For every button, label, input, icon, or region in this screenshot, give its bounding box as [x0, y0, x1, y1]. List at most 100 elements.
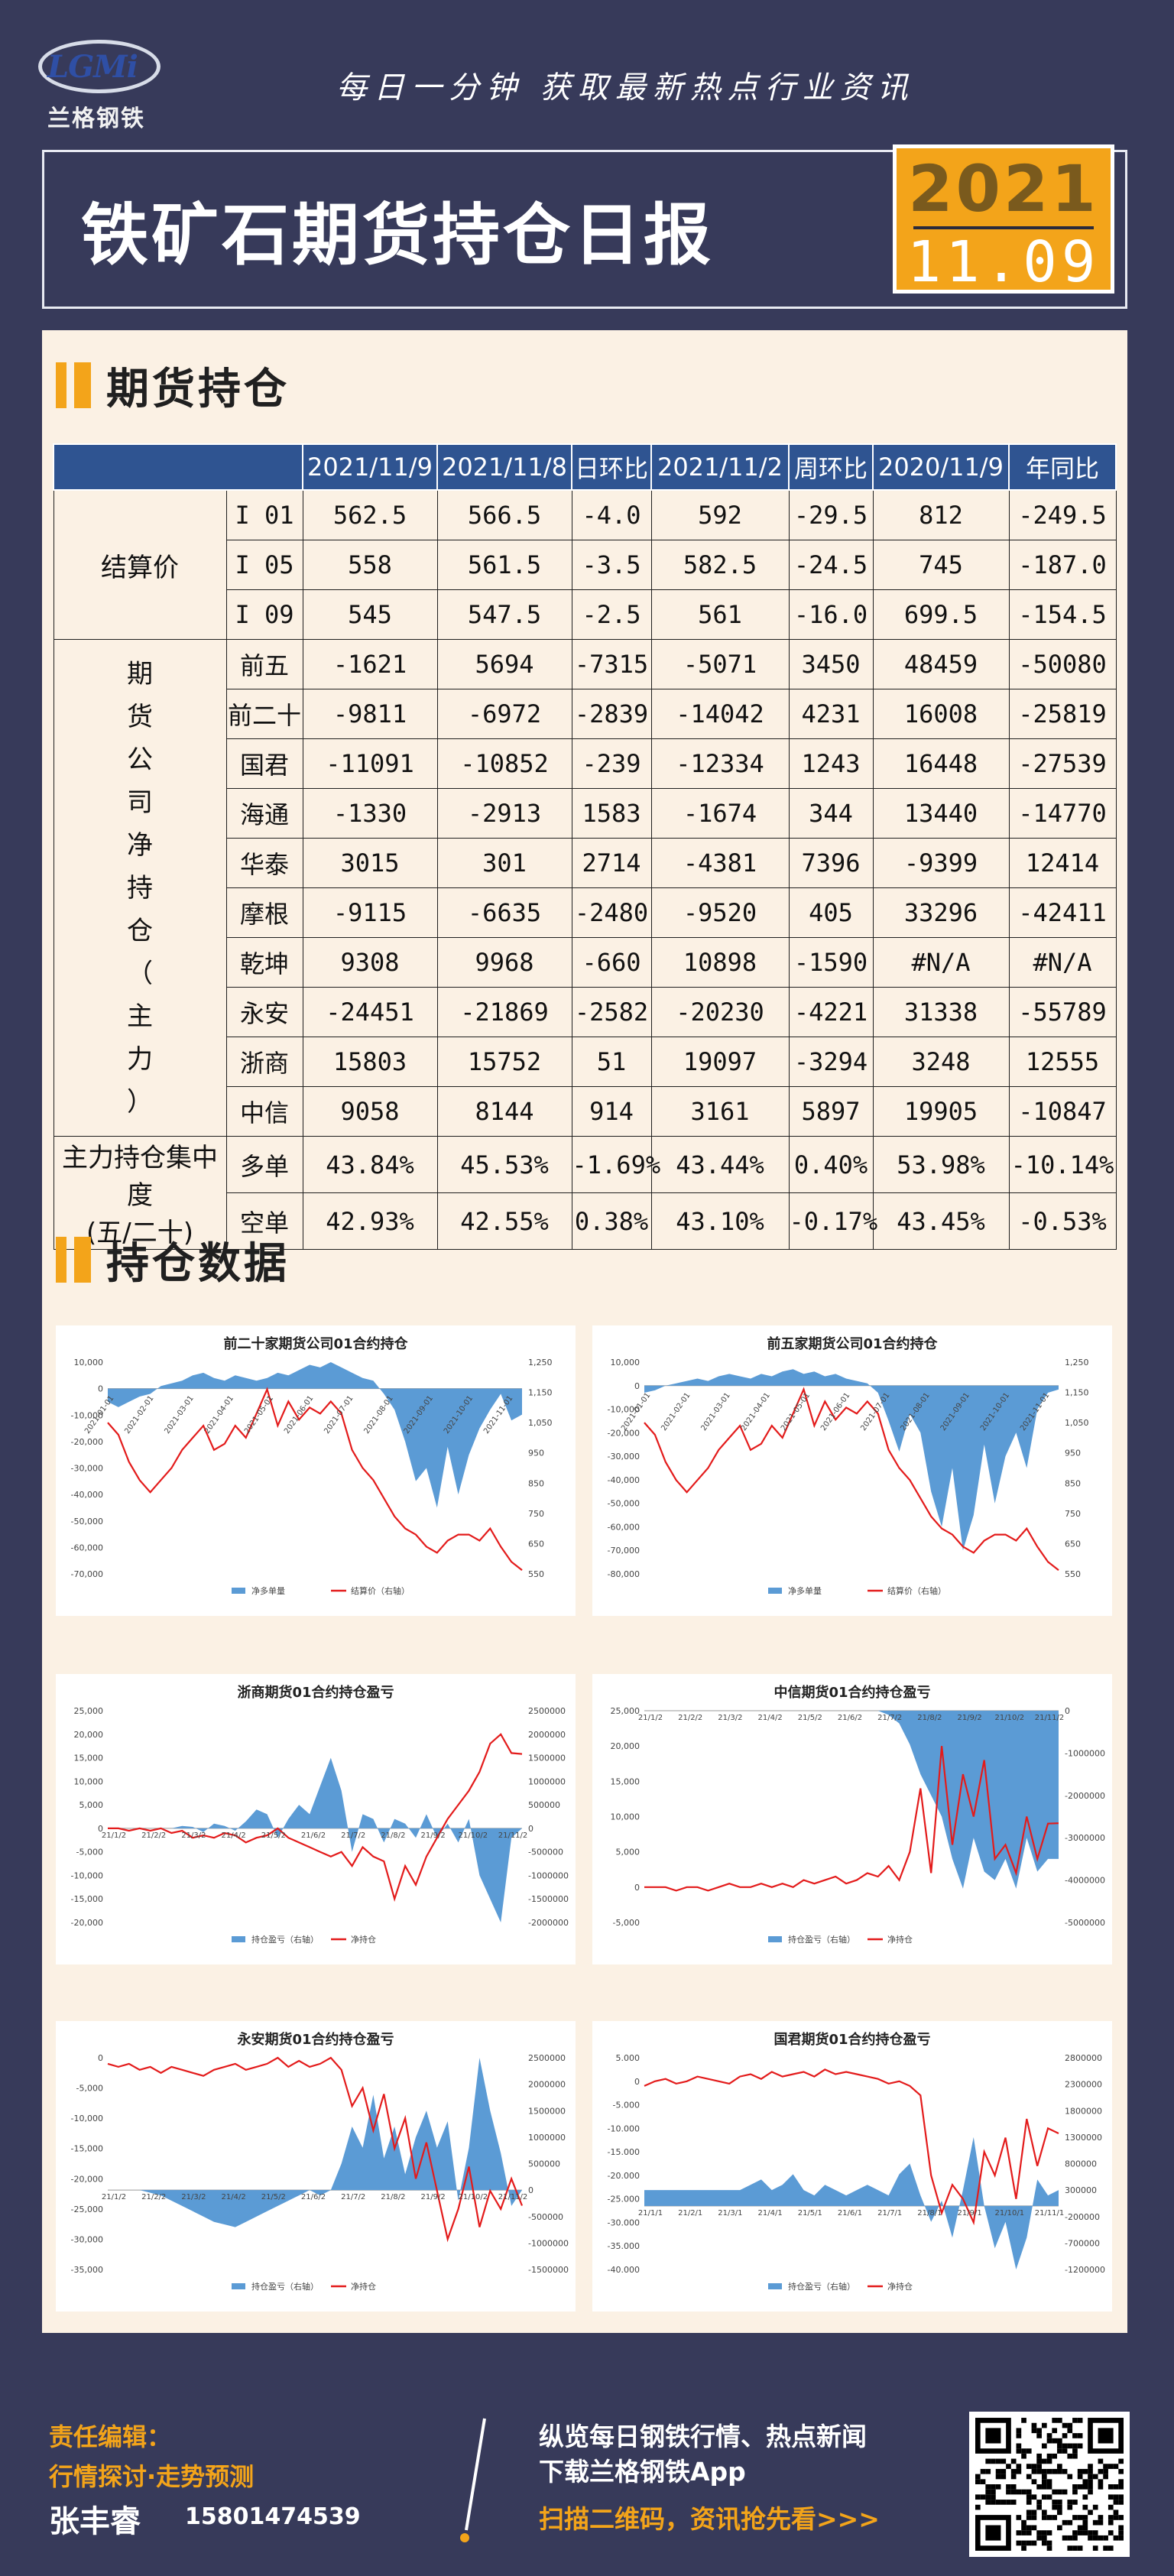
y-left-tick: -5,000 — [76, 2084, 103, 2094]
qr-module — [1031, 2525, 1037, 2531]
y-right-tick: -2000000 — [1065, 1791, 1105, 1801]
table-cell: 15752 — [436, 1037, 572, 1087]
qr-module — [1036, 2468, 1042, 2474]
chart-card: 0 -5,000 -10,000 -15,000 -20,000 -25,000 -30,0… — [56, 2021, 576, 2312]
qr-module — [991, 2458, 996, 2464]
qr-module — [1046, 2530, 1052, 2535]
qr-module — [1067, 2474, 1073, 2480]
header-corner — [53, 443, 303, 491]
y-left-tick: -15.000 — [608, 2147, 640, 2157]
table-cell: 13440 — [872, 788, 1010, 839]
qr-module — [1118, 2500, 1124, 2505]
legend-label: 净持仓 — [887, 1934, 913, 1945]
line-series — [107, 1387, 523, 1571]
y-right-tick: 800000 — [1065, 2159, 1097, 2169]
qr-module — [1031, 2494, 1037, 2500]
qr-module — [975, 2474, 981, 2480]
promo-line3[interactable]: 扫描二维码，资讯抢先看>>> — [539, 2504, 880, 2534]
y-left-tick: 0 — [98, 1824, 103, 1834]
qr-module — [1052, 2500, 1058, 2505]
table-cell: -20230 — [650, 987, 790, 1037]
x-tick: 21/10/2 — [459, 1831, 488, 1840]
line-series — [644, 1387, 1059, 1571]
y-left-tick: 10,000 — [74, 1776, 104, 1786]
y-right-tick: -1500000 — [528, 1894, 569, 1904]
y-right-tick: 500000 — [528, 2159, 560, 2169]
qr-module — [1062, 2519, 1068, 2526]
qr-module — [1072, 2530, 1078, 2535]
table-cell: 15803 — [302, 1037, 438, 1087]
y-left-tick: 0 — [98, 2053, 103, 2063]
qr-module — [980, 2494, 986, 2500]
qr-module — [985, 2458, 991, 2464]
table-cell: -50080 — [1008, 639, 1117, 689]
chart-svg: 10,000 0 -10,000 -20,000 -30,000 -40,000 -50,0… — [608, 1358, 1089, 1596]
chart-title: 浙商期货01合约持仓盈亏 — [237, 1685, 394, 1701]
qr-module — [1057, 2509, 1062, 2516]
group-char: 主 — [127, 1001, 153, 1032]
y-left-tick: 0 — [634, 2077, 640, 2087]
qr-module — [1067, 2443, 1073, 2449]
table-row: 浙商 15803 15752 51 19097 -3294 3248 12555 — [54, 1037, 1117, 1087]
qr-module — [1046, 2479, 1052, 2484]
legend-label: 结算价（右轴） — [887, 1585, 946, 1596]
table-cell: -3294 — [788, 1037, 874, 1087]
table-row: 乾坤 9308 9968 -660 10898 -1590 #N/A #N/A — [54, 937, 1117, 988]
legend-swatch — [232, 1588, 245, 1594]
y-right-tick: -1200000 — [1065, 2265, 1105, 2275]
legend-label: 持仓盈亏（右轴） — [251, 1934, 319, 1945]
column-header: 2020/11/9 — [872, 443, 1010, 491]
x-tick: 2021-04-01 — [740, 1391, 772, 1432]
y-left-tick: -20,000 — [71, 2174, 103, 2184]
qr-module — [1072, 2448, 1078, 2454]
row-label: 海通 — [225, 788, 303, 839]
chart-title: 前二十家期货公司01合约持仓 — [223, 1336, 408, 1352]
line-series — [644, 2068, 1059, 2226]
legend-swatch — [768, 1936, 782, 1942]
row-label: 永安 — [225, 987, 303, 1037]
qr-module — [1046, 2453, 1052, 2459]
table-cell: -1330 — [302, 788, 438, 839]
qr-module — [1057, 2418, 1062, 2423]
y-right-tick: 850 — [528, 1478, 544, 1488]
qr-module — [1041, 2458, 1047, 2464]
qr-module — [1072, 2535, 1078, 2541]
y-left-tick: -20,000 — [71, 1918, 103, 1928]
qr-module — [1031, 2422, 1037, 2428]
table-cell: -9115 — [302, 887, 438, 938]
qr-module — [1072, 2515, 1078, 2520]
table-cell: 33296 — [872, 887, 1010, 938]
x-tick: 21/3/1 — [718, 2209, 742, 2218]
qr-module — [1016, 2433, 1022, 2438]
row-label: I 05 — [225, 540, 303, 590]
qr-module — [1016, 2443, 1022, 2449]
qr-module — [1041, 2535, 1047, 2541]
y-left-tick: -5,000 — [76, 1848, 103, 1857]
column-header: 2021/11/8 — [436, 443, 572, 491]
qr-module — [1113, 2535, 1119, 2541]
qr-module — [1026, 2500, 1032, 2505]
table-cell: -9520 — [650, 887, 790, 938]
qr-module — [1077, 2474, 1083, 2480]
y-left-tick: -30,000 — [71, 1464, 103, 1474]
qr-module — [1082, 2484, 1088, 2490]
qr-module — [1077, 2525, 1083, 2531]
table-cell: 914 — [571, 1086, 652, 1137]
qr-module — [1067, 2535, 1073, 2541]
table-cell: 344 — [788, 788, 874, 839]
x-tick: 21/9/2 — [958, 1714, 982, 1722]
y-left-tick: -15,000 — [71, 2144, 103, 2154]
qr-module — [995, 2484, 1001, 2490]
qr-module — [1082, 2530, 1088, 2535]
qr-module — [1118, 2525, 1124, 2531]
y-right-tick: -500000 — [528, 2212, 563, 2222]
qr-code[interactable] — [969, 2412, 1130, 2557]
qr-module — [1041, 2540, 1047, 2546]
y-right-tick: 850 — [1065, 1478, 1081, 1488]
qr-module — [991, 2500, 996, 2505]
qr-module — [1098, 2535, 1104, 2541]
qr-module — [985, 2489, 991, 2495]
y-left-tick: -70,000 — [71, 1569, 103, 1579]
qr-module — [1052, 2489, 1058, 2495]
group-concentration: 主力持仓集中度 (五/二十) — [53, 1136, 227, 1250]
